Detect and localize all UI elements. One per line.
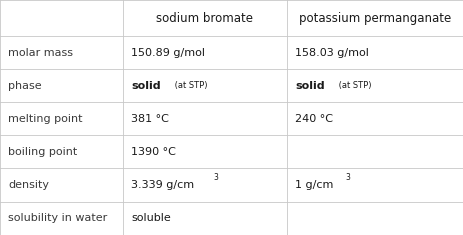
Text: 3: 3: [213, 173, 218, 182]
Text: solubility in water: solubility in water: [8, 213, 107, 223]
Text: 158.03 g/mol: 158.03 g/mol: [295, 48, 369, 58]
Text: 381 °C: 381 °C: [131, 114, 169, 124]
Text: phase: phase: [8, 81, 42, 91]
Text: melting point: melting point: [8, 114, 83, 124]
Text: solid: solid: [131, 81, 161, 91]
Text: 3.339 g/cm: 3.339 g/cm: [131, 180, 194, 190]
Text: 1390 °C: 1390 °C: [131, 147, 176, 157]
Text: sodium bromate: sodium bromate: [156, 12, 253, 25]
Text: 3: 3: [346, 173, 350, 182]
Text: soluble: soluble: [131, 213, 171, 223]
Text: potassium permanganate: potassium permanganate: [299, 12, 451, 25]
Text: density: density: [8, 180, 50, 190]
Text: (at STP): (at STP): [337, 82, 372, 90]
Text: solid: solid: [295, 81, 325, 91]
Text: 240 °C: 240 °C: [295, 114, 333, 124]
Text: molar mass: molar mass: [8, 48, 73, 58]
Text: 1 g/cm: 1 g/cm: [295, 180, 334, 190]
Text: (at STP): (at STP): [172, 82, 207, 90]
Text: 150.89 g/mol: 150.89 g/mol: [131, 48, 205, 58]
Text: boiling point: boiling point: [8, 147, 78, 157]
